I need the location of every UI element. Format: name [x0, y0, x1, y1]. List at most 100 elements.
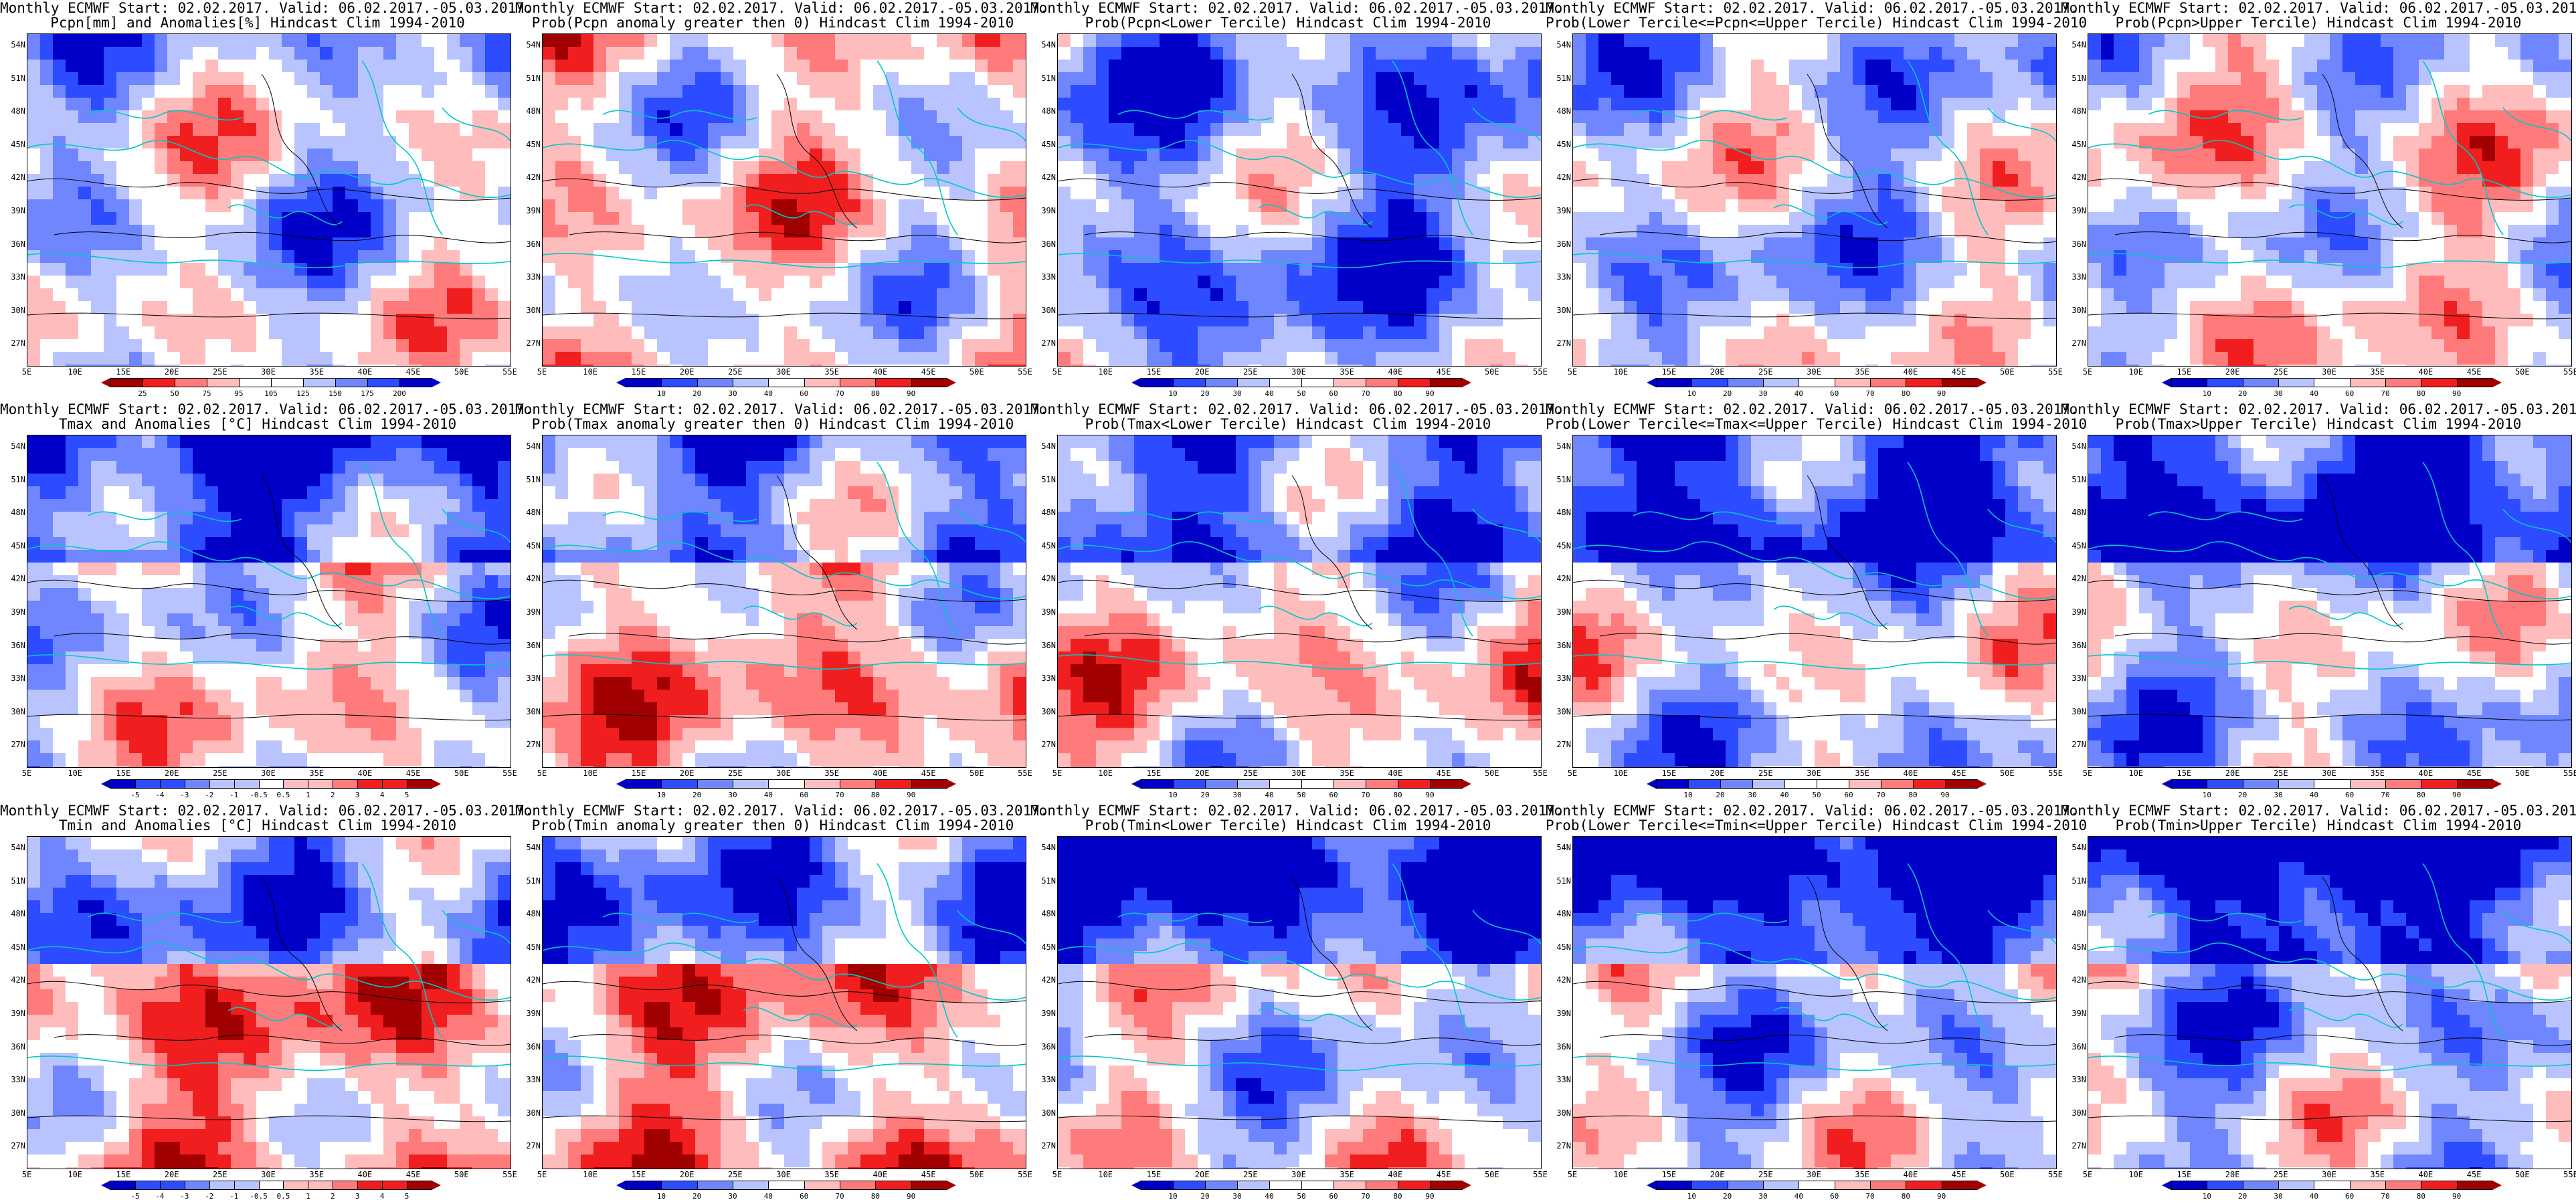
field-cell [670, 85, 683, 98]
field-cell [2355, 123, 2369, 136]
field-cell [460, 174, 473, 187]
field-cell [2228, 250, 2241, 264]
field-cell [422, 314, 435, 327]
field-cell [962, 47, 976, 60]
field-cell [1815, 161, 1828, 175]
field-cell [1477, 85, 1491, 98]
field-cell [2304, 47, 2318, 60]
field-cell [383, 339, 397, 353]
field-cell [1853, 123, 1866, 136]
field-cell [269, 263, 282, 276]
field-cell [434, 263, 448, 276]
field-cell [810, 123, 823, 136]
field-cell [485, 301, 498, 314]
field-cell [657, 301, 670, 314]
field-cell [1414, 72, 1427, 86]
field-cell [155, 276, 168, 289]
field-cell [129, 72, 143, 86]
field-cell [1904, 237, 1917, 251]
colorbar-tick-label: 90 [1937, 389, 1946, 398]
field-cell [1573, 276, 1586, 289]
field-cell [1325, 136, 1338, 149]
field-cell [1376, 123, 1389, 136]
field-cell [155, 136, 168, 149]
field-cell [1853, 60, 1866, 73]
field-cell [1401, 161, 1414, 175]
field-cell [1439, 212, 1453, 225]
field-cell [721, 301, 734, 314]
field-cell [1274, 72, 1287, 86]
field-cell [784, 123, 798, 136]
field-cell [27, 326, 41, 340]
field-cell [988, 136, 1001, 149]
field-cell [1954, 148, 1968, 162]
field-cell [1637, 85, 1650, 98]
field-cell [2031, 98, 2044, 111]
field-cell [899, 225, 912, 238]
field-cell [1598, 365, 1612, 366]
field-cell [1713, 326, 1726, 340]
field-cell [1598, 212, 1612, 225]
field-cell [1477, 148, 1491, 162]
field-cell [2190, 98, 2203, 111]
field-cell [2139, 148, 2152, 162]
field-cell [581, 212, 594, 225]
field-cell [581, 301, 594, 314]
field-cell [924, 187, 937, 200]
field-cell [1980, 212, 1993, 225]
field-cell [1249, 148, 1262, 162]
field-cell [371, 276, 384, 289]
field-cell [2317, 136, 2330, 149]
field-cell [1738, 136, 1752, 149]
field-cell [2406, 136, 2419, 149]
field-cell [2203, 85, 2216, 98]
field-cell [1338, 365, 1351, 366]
field-cell [1096, 123, 1109, 136]
field-cell [1611, 339, 1625, 353]
field-cell [142, 250, 155, 264]
field-cell [746, 225, 759, 238]
field-cell [568, 250, 581, 264]
field-cell [657, 98, 670, 111]
field-cell [2043, 60, 2056, 73]
contour-line [27, 312, 511, 320]
field-cell [1261, 187, 1275, 200]
field-cell [810, 148, 823, 162]
panel-title-line1: Monthly ECMWF Start: 02.02.2017. Valid: … [1030, 0, 1564, 16]
field-cell [771, 199, 785, 213]
field-cell [1573, 365, 1586, 366]
field-cell [256, 352, 270, 365]
field-cell [2018, 365, 2031, 366]
field-cell [1376, 34, 1389, 47]
field-cell [1878, 263, 1892, 276]
field-cell [1109, 263, 1122, 276]
field-cell [1000, 110, 1014, 124]
field-cell [2031, 174, 2044, 187]
field-cell [1515, 263, 1529, 276]
field-cell [116, 187, 130, 200]
field-cell [2495, 123, 2508, 136]
field-cell [543, 352, 556, 365]
field-cell [949, 365, 963, 366]
field-cell [2520, 60, 2534, 73]
field-cell [2317, 98, 2330, 111]
field-cell [1878, 326, 1892, 340]
field-cell [129, 352, 143, 365]
field-cell [1376, 187, 1389, 200]
field-cell [2005, 34, 2019, 47]
field-cell [848, 123, 861, 136]
field-cell [924, 47, 937, 60]
field-cell [409, 339, 422, 353]
field-cell [167, 225, 181, 238]
field-cell [2444, 161, 2458, 175]
field-cell [1121, 288, 1135, 302]
field-cell [1738, 199, 1752, 213]
field-cell [1338, 237, 1351, 251]
field-cell [886, 136, 899, 149]
field-cell [2533, 225, 2547, 238]
field-cell [2190, 47, 2203, 60]
field-cell [1611, 250, 1625, 264]
field-cell [269, 148, 282, 162]
field-cell [848, 98, 861, 111]
field-cell [2317, 225, 2330, 238]
